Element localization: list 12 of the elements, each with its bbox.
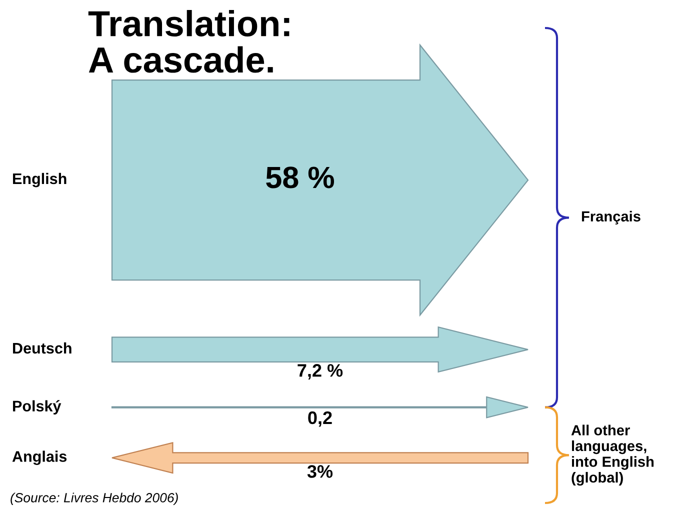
category-label: Anglais bbox=[12, 450, 67, 465]
data-label: 7,2 % bbox=[298, 364, 343, 380]
text: All other languages, into English (global) bbox=[571, 424, 654, 486]
data-label: 0,2 bbox=[308, 411, 332, 427]
text: (Source: Livres Hebdo 2006) bbox=[10, 492, 178, 505]
category-label: Deutsch bbox=[13, 342, 72, 354]
text: Français bbox=[582, 210, 640, 224]
text: Translation: A cascade. bbox=[88, 10, 290, 73]
data-label: 3% bbox=[307, 465, 333, 478]
category-label: Polský bbox=[13, 400, 62, 415]
data-label: 58 % bbox=[266, 166, 334, 188]
category-label: English bbox=[13, 172, 66, 188]
